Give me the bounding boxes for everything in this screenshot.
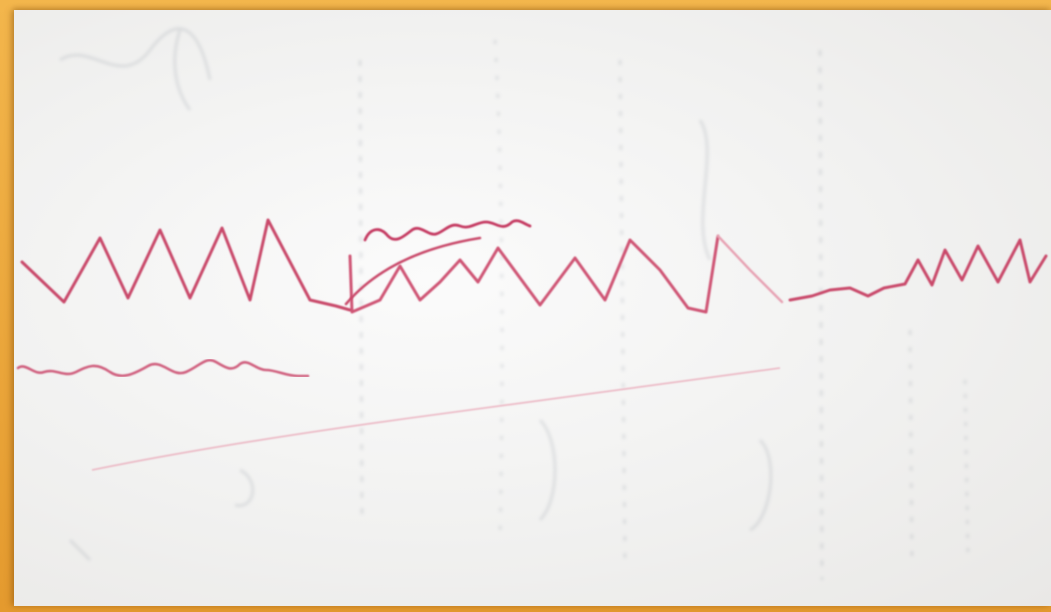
wave-segment-left bbox=[20, 218, 352, 312]
faint-diagonal-line bbox=[91, 367, 781, 471]
wave-segment-faded bbox=[716, 234, 784, 304]
lower-squiggle bbox=[16, 358, 310, 378]
wave-segment-right bbox=[788, 238, 1048, 302]
upper-squiggle bbox=[344, 219, 532, 306]
zigzag-wave-line bbox=[20, 218, 1048, 314]
wave-segment-middle bbox=[348, 234, 720, 314]
bleed-through-marks bbox=[59, 27, 970, 581]
paper-sheet bbox=[14, 10, 1051, 606]
